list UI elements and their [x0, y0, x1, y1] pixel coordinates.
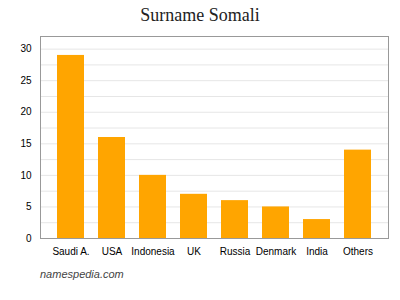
svg-text:15: 15 [20, 138, 32, 149]
svg-text:30: 30 [20, 43, 32, 54]
svg-text:10: 10 [20, 170, 32, 181]
svg-text:25: 25 [20, 75, 32, 86]
svg-text:Russia: Russia [220, 246, 251, 257]
svg-text:UK: UK [187, 246, 201, 257]
html-text:Surname Somali: Surname Somali [140, 5, 260, 25]
svg-text:20: 20 [20, 106, 32, 117]
svg-text:Indonesia: Indonesia [131, 246, 175, 257]
svg-text:Others: Others [343, 246, 373, 257]
svg-text:Saudi A.: Saudi A. [52, 246, 89, 257]
svg-text:0: 0 [26, 233, 32, 244]
svg-text:Denmark: Denmark [256, 246, 298, 257]
svg-text:5: 5 [26, 201, 32, 212]
svg-text:USA: USA [102, 246, 123, 257]
svg-text:India: India [306, 246, 328, 257]
html-text:namespedia.com: namespedia.com [40, 268, 124, 280]
